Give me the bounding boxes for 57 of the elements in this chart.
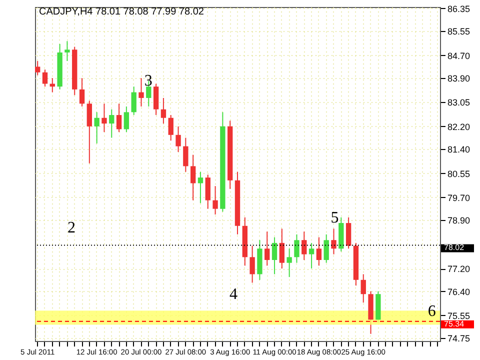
candlestick — [198, 171, 204, 204]
candlestick — [331, 228, 336, 255]
candlestick — [294, 234, 300, 264]
candlestick — [264, 231, 270, 266]
chart-title: CADJPY,H4 78.01 78.08 77.99 78.02 — [39, 6, 204, 18]
annotation: 4 — [229, 286, 238, 304]
annotation: 3 — [144, 72, 152, 90]
candlestick — [308, 242, 314, 270]
candlestick — [153, 83, 159, 116]
y-tick-label: 83.90 — [448, 74, 470, 84]
y-tick-label: 80.55 — [448, 168, 470, 179]
candlestick — [190, 154, 196, 201]
candlestick — [94, 112, 100, 144]
y-tick-label: 79.70 — [448, 192, 470, 203]
candlestick — [279, 228, 285, 270]
annotation: 2 — [67, 219, 76, 236]
ref-line-label: 78.02 — [444, 243, 465, 252]
candlestick — [360, 274, 366, 304]
y-tick-label: 81.40 — [448, 144, 470, 155]
candlestick — [176, 126, 181, 152]
candlestick — [79, 78, 85, 107]
candlestick — [286, 248, 292, 278]
y-tick-label: 84.70 — [448, 50, 470, 61]
candlestick — [168, 114, 174, 142]
candlestick — [50, 78, 55, 93]
candlestick — [64, 40, 70, 62]
annotation: 5 — [330, 209, 339, 226]
candlestick — [205, 174, 210, 210]
candlestick — [160, 97, 166, 124]
candlestick — [124, 106, 130, 133]
y-tick-label: 76.40 — [448, 286, 470, 297]
candlestick — [131, 86, 136, 116]
candlestick — [86, 100, 92, 164]
y-tick-label: 78.90 — [448, 216, 470, 226]
ref-line-label: 75.34 — [444, 319, 465, 328]
y-tick-label: 83.05 — [448, 98, 470, 108]
candlestick — [316, 236, 322, 266]
y-tick-label: 85.55 — [448, 26, 470, 37]
candlestick — [109, 108, 114, 138]
candlestick — [250, 245, 255, 284]
candlestick — [42, 69, 48, 88]
y-tick-label: 77.20 — [448, 264, 470, 274]
candlestick — [272, 236, 278, 275]
candlestick — [35, 60, 40, 76]
y-tick-label: 75.55 — [448, 310, 470, 321]
candlestick — [346, 216, 352, 250]
annotation: 6 — [428, 302, 436, 320]
candlestick — [302, 231, 307, 260]
y-tick-label: 74.75 — [448, 334, 470, 344]
candlestick — [183, 137, 188, 172]
y-tick-label: 86.35 — [448, 4, 470, 14]
y-tick-label: 82.20 — [448, 122, 470, 132]
candlestick — [116, 103, 122, 133]
candlestick — [138, 78, 144, 107]
candlestick — [102, 103, 107, 133]
candlestick — [324, 234, 329, 264]
candlestick — [212, 186, 218, 216]
